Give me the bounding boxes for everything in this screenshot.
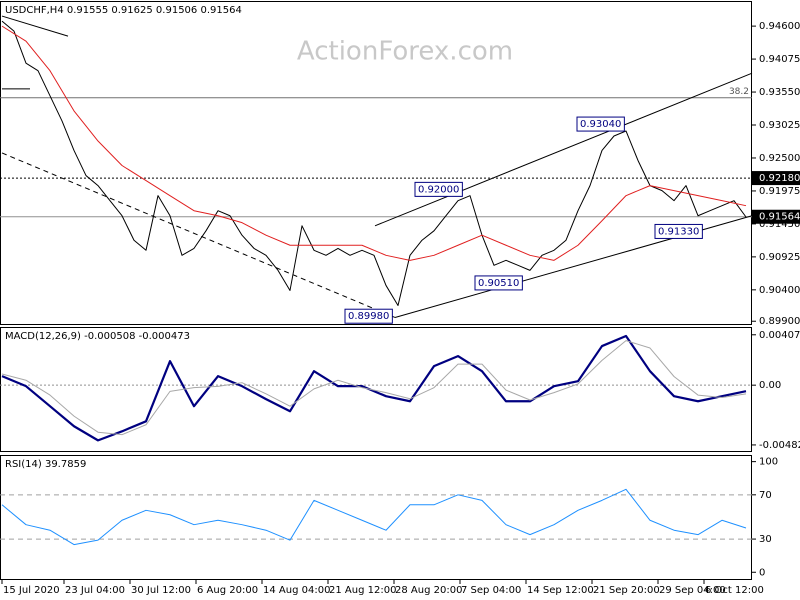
axis-price-label: 0.92180 [759, 173, 800, 184]
price-tag-box [414, 181, 463, 197]
trend-line [374, 72, 753, 227]
axis-price-box [752, 171, 800, 186]
series-line [1, 488, 747, 546]
y-tick-label: 100 [759, 457, 778, 468]
panel-frame [0, 455, 752, 580]
price-tag: 0.90510 [474, 275, 523, 291]
x-tick-label: 28 Aug 20:00 [395, 585, 462, 596]
y-tick-label: 0.004071 [759, 330, 800, 341]
panel-title: USDCHF,H4 0.91555 0.91625 0.91506 0.9156… [5, 5, 242, 16]
x-tick-label: 14 Sep 12:00 [527, 585, 594, 596]
series-line [1, 340, 747, 436]
y-tick-label: 0.94075 [759, 54, 800, 65]
x-tick-label: 6 Oct 12:00 [705, 585, 764, 596]
y-tick-label: 30 [759, 534, 772, 545]
price-tag: 0.93040 [576, 116, 625, 132]
trend-line [1, 152, 396, 318]
y-tick-label: 70 [759, 490, 772, 501]
panel-frame [0, 327, 752, 452]
x-tick-label: 30 Jul 12:00 [131, 585, 191, 596]
x-tick-label: 23 Jul 04:00 [65, 585, 125, 596]
y-tick-label: -0.004829 [759, 440, 800, 451]
watermark: ActionForex.com [297, 37, 513, 67]
x-tick-label: 14 Aug 04:00 [263, 585, 330, 596]
y-tick-label: 0.89900 [759, 316, 800, 327]
y-tick-label: 0.92500 [759, 153, 800, 164]
x-tick-label: 15 Jul 2020 [3, 585, 60, 596]
price-tag-label: 0.91330 [658, 226, 699, 237]
trend-line [1, 15, 69, 37]
price-tag-label: 0.90510 [478, 278, 519, 289]
y-tick-label: 0.90925 [759, 252, 800, 263]
price-tag: 0.89980 [344, 308, 393, 324]
x-tick-label: 21 Sep 20:00 [593, 585, 660, 596]
x-tick-label: 7 Sep 04:00 [461, 585, 521, 596]
y-tick-label: 0 [759, 567, 765, 578]
series-line [1, 20, 747, 307]
x-tick-label: 6 Aug 20:00 [197, 585, 258, 596]
panel-title: MACD(12,26,9) -0.000508 -0.000473 [5, 331, 190, 342]
price-tag-label: 0.89980 [348, 311, 389, 322]
price-tag-box [344, 308, 393, 324]
y-tick-label: 0.91975 [759, 186, 800, 197]
series-line [1, 25, 747, 261]
x-tick-label: 29 Sep 04:00 [659, 585, 726, 596]
y-tick-label: 0.94600 [759, 21, 800, 32]
price-tag-box [576, 116, 625, 132]
price-tag: 0.92000 [414, 181, 463, 197]
price-tag: 0.91330 [654, 223, 703, 239]
y-tick-label: 0.93025 [759, 120, 800, 131]
y-tick-label: 0.00 [759, 380, 781, 391]
x-tick-label: 21 Aug 12:00 [329, 585, 396, 596]
y-tick-label: 0.91450 [759, 219, 800, 230]
panel-frame [0, 1, 752, 325]
panel-title: RSI(14) 39.7859 [5, 459, 86, 470]
axis-price-label: 0.91564 [759, 212, 800, 223]
level-label: 38.2 [729, 87, 749, 97]
series-line [1, 334, 747, 442]
price-tag-box [474, 275, 523, 291]
price-tag-label: 0.92000 [418, 184, 459, 195]
y-tick-label: 0.93550 [759, 87, 800, 98]
y-tick-label: 0.90400 [759, 285, 800, 296]
axis-price-box [752, 209, 800, 224]
price-tag-box [654, 223, 703, 239]
price-tag-label: 0.93040 [580, 119, 621, 130]
